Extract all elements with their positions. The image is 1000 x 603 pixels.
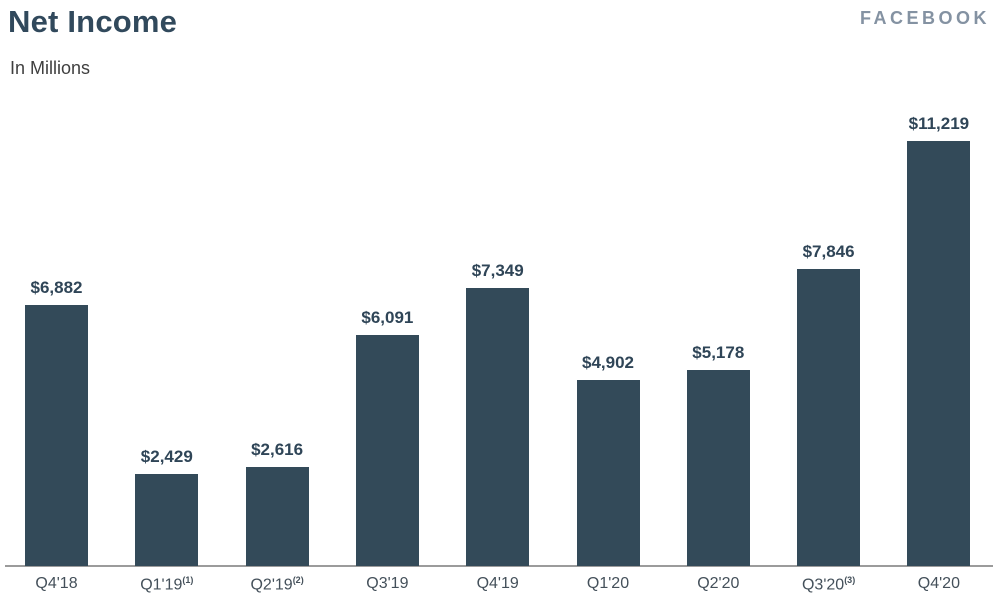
footnote-marker: (2) (292, 575, 304, 585)
bar (245, 466, 309, 566)
bar-value-label: $7,349 (471, 260, 524, 280)
x-axis-label: Q3'19 (366, 575, 409, 592)
x-axis-label: Q1'20 (586, 575, 630, 592)
x-axis-label: Q4'18 (35, 575, 78, 592)
page-title: Net Income (8, 4, 178, 39)
bar (25, 305, 88, 566)
bar (797, 268, 861, 566)
x-axis-label: Q4'19 (476, 575, 519, 592)
bar (466, 287, 530, 566)
bar-value-label: $7,846 (802, 241, 855, 261)
bar-value-label: $6,091 (361, 308, 414, 328)
footnote-marker: (3) (844, 575, 856, 585)
x-axis-label: Q3'20(3) (801, 575, 856, 594)
footnote-marker: (1) (182, 575, 194, 585)
facebook-logo: FACEBOOK (859, 8, 990, 28)
page-subtitle: In Millions (10, 58, 91, 78)
x-axis-label: Q2'19(2) (250, 575, 304, 594)
bar-value-label: $2,616 (251, 439, 304, 459)
bar-value-label: $4,902 (582, 353, 634, 373)
bar (686, 369, 750, 566)
bar (355, 335, 419, 566)
bar (576, 380, 640, 566)
x-axis-label: Q4'20 (917, 575, 960, 592)
x-axis-line (5, 565, 993, 567)
bar-value-label: $5,178 (692, 342, 745, 362)
bar-value-label: $6,882 (30, 278, 83, 298)
bar-value-label: $11,219 (908, 114, 970, 133)
bar (135, 473, 199, 566)
bar (907, 141, 971, 566)
bar-value-label: $2,429 (140, 446, 193, 466)
x-axis-label: Q2'20 (697, 575, 740, 592)
x-axis-label: Q1'19(1) (140, 575, 194, 594)
